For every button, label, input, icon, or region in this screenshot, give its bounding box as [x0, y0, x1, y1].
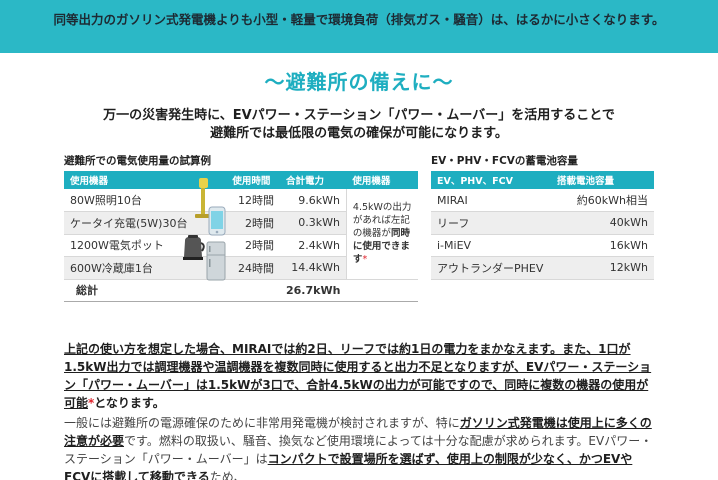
usage-table: 使用機器 使用時間 合計電力 使用機器 80W照明10台 12時間 9.6kWh… [64, 171, 418, 302]
total-row: 総計 26.7kWh [64, 279, 418, 302]
detail-emphasis-d: コンパクトで設置場所を選ばず、使用上の制限が少なく、かつEVやFCVに搭載して移… [64, 452, 633, 480]
hours-cell: 2時間 [226, 234, 280, 257]
section-heading: 〜避難所の備えに〜 [264, 70, 454, 94]
summary-paragraph: 上記の使い方を想定した場合、MIRAIでは約2日、リーフでは約1日の電力をまかな… [64, 340, 654, 412]
summary-star: * [88, 396, 95, 410]
top-banner: 同等出力のガソリン式発電機よりも小型・軽量で環境負荷（排気ガス・騒音）は、はるか… [0, 0, 718, 53]
header-capacity: 搭載電池容量 [551, 171, 654, 189]
table-row: 600W冷蔵庫1台 24時間 14.4kWh [64, 256, 418, 280]
header-device: 使用機器 [64, 171, 227, 189]
note-bold-text: 同時に使用できます [352, 228, 410, 266]
car-cell: i-MiEV [431, 234, 551, 257]
car-table-title: EV・PHV・FCVの蓄電池容量 [431, 155, 578, 167]
summary-end: となります。 [94, 396, 165, 410]
device-cell: 600W冷蔵庫1台 [64, 256, 227, 280]
power-cell: 0.3kWh [280, 211, 347, 235]
car-cell: リーフ [431, 211, 551, 235]
table-row: ケータイ充電(5W)30台 2時間 0.3kWh [64, 211, 418, 235]
hours-cell: 24時間 [226, 256, 280, 280]
table-row: MIRAI 約60kWh相当 [431, 189, 654, 212]
detail-text-a: 一般には避難所の電源確保のために非常用発電機が検討されますが、特に [64, 416, 460, 430]
power-cell: 14.4kWh [280, 256, 347, 280]
lead-text-line1: 万一の災害発生時に、EVパワー・ステーション「パワー・ムーバー」を活用することで [103, 108, 615, 123]
usage-table-title: 避難所での電気使用量の試算例 [64, 155, 211, 167]
car-cell: MIRAI [431, 189, 551, 212]
car-battery-table: EV、PHV、FCV 搭載電池容量 MIRAI 約60kWh相当 リーフ 40k… [431, 171, 654, 280]
lead-text-line2: 避難所では最低限の電気の確保が可能になります。 [210, 126, 508, 141]
banner-text: 同等出力のガソリン式発電機よりも小型・軽量で環境負荷（排気ガス・騒音）は、はるか… [53, 12, 665, 27]
table-row: i-MiEV 16kWh [431, 234, 654, 257]
power-cell: 2.4kWh [280, 234, 347, 257]
power-cell: 9.6kWh [280, 189, 347, 212]
electric-pot-icon [183, 235, 205, 260]
header-note: 使用機器 [346, 171, 418, 189]
note-star: * [362, 254, 368, 266]
hours-cell: 12時間 [226, 189, 280, 212]
table-row: アウトランダーPHEV 12kWh [431, 256, 654, 280]
note-text: 4.5kWの出力があれば左記の機器が [352, 202, 412, 240]
table-row: 80W照明10台 12時間 9.6kWh 4.5kWの出力があれば左記の機器が同… [64, 189, 418, 280]
summary-text: 上記の使い方を想定した場合、MIRAIでは約2日、リーフでは約1日の電力をまかな… [64, 342, 652, 410]
car-table-header: EV、PHV、FCV 搭載電池容量 [431, 171, 654, 189]
usage-table-header: 使用機器 使用時間 合計電力 使用機器 [64, 171, 418, 189]
hours-cell: 2時間 [226, 211, 280, 235]
detail-emphasis-b: ガソリン式発電機は使用上に多くの注意が必要 [64, 416, 652, 448]
header-power: 合計電力 [280, 171, 347, 189]
header-car: EV、PHV、FCV [431, 171, 551, 189]
mobile-phone-icon [208, 206, 226, 236]
device-cell: 80W照明10台 [64, 189, 227, 212]
light-stand-icon [195, 178, 211, 218]
car-cell: アウトランダーPHEV [431, 256, 551, 280]
header-hours: 使用時間 [226, 171, 280, 189]
total-label: 総計 [64, 279, 227, 302]
detail-paragraph: 一般には避難所の電源確保のために非常用発電機が検討されますが、特にガソリン式発電… [64, 414, 654, 480]
device-cell: ケータイ充電(5W)30台 [64, 211, 227, 235]
usage-note: 4.5kWの出力があれば左記の機器が同時に使用できます* [345, 189, 418, 280]
detail-text-e: ため、 [209, 470, 246, 480]
refrigerator-icon [206, 241, 226, 281]
capacity-cell: 16kWh [551, 234, 654, 257]
capacity-cell: 約60kWh相当 [551, 189, 654, 212]
capacity-cell: 40kWh [551, 211, 654, 235]
detail-text-c: です。燃料の取扱い、騒音、換気など使用環境によっては十分な配慮が求められます。E… [64, 434, 653, 466]
table-row: リーフ 40kWh [431, 211, 654, 235]
capacity-cell: 12kWh [551, 256, 654, 280]
total-value: 26.7kWh [280, 279, 347, 302]
